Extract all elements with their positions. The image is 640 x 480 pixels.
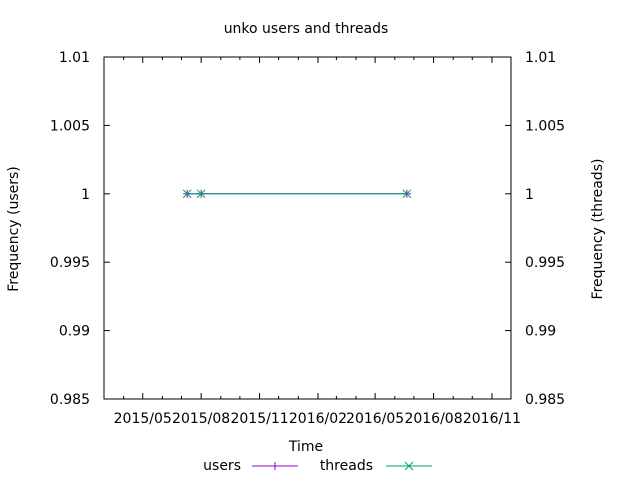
y-tick-label-left: 0.995 xyxy=(50,255,90,271)
y-tick-label-left: 0.985 xyxy=(50,392,90,408)
series-layer xyxy=(182,189,412,199)
y-axis-right: 0.985 0.99 0.995 1 1.005 1.01 xyxy=(505,50,565,408)
y-tick-label-left: 1.005 xyxy=(50,118,90,134)
y-tick-label-right: 0.995 xyxy=(525,255,565,271)
y-tick-label-left: 1 xyxy=(81,187,90,203)
y-tick-label-right: 1 xyxy=(525,187,534,203)
chart-title: unko users and threads xyxy=(224,21,389,37)
data-point-threads xyxy=(402,189,412,199)
data-point-threads xyxy=(182,189,192,199)
x-tick-label: 2016/08 xyxy=(404,411,462,427)
y-axis-title-right: Frequency (threads) xyxy=(590,159,606,300)
y-axis-title-left: Frequency (users) xyxy=(6,166,22,292)
legend-marker-symbol xyxy=(404,461,414,471)
legend-label-users: users xyxy=(203,458,241,474)
x-tick-label: 2015/11 xyxy=(230,411,288,427)
y-tick-label-left: 1.01 xyxy=(59,50,90,66)
x-tick-label: 2016/11 xyxy=(463,411,521,427)
y-tick-label-right: 0.985 xyxy=(525,392,565,408)
plot-frame xyxy=(103,56,512,400)
x-tick-label: 2015/05 xyxy=(114,411,172,427)
x-tick-label: 2016/02 xyxy=(289,411,347,427)
x-tick-label: 2016/05 xyxy=(346,411,404,427)
y-tick-label-right: 0.99 xyxy=(525,324,556,340)
y-axis-left: 0.985 0.99 0.995 1 1.005 1.01 xyxy=(50,50,110,408)
y-tick-label-right: 1.005 xyxy=(525,118,565,134)
data-point-threads xyxy=(196,189,206,199)
x-tick-label: 2015/08 xyxy=(172,411,230,427)
x-axis-title: Time xyxy=(288,439,323,455)
legend-marker-users xyxy=(271,462,279,470)
legend: users threads xyxy=(203,458,432,474)
y-tick-label-left: 0.99 xyxy=(59,324,90,340)
legend-label-threads: threads xyxy=(320,458,373,474)
legend-marker-threads xyxy=(404,461,414,471)
y-tick-label-right: 1.01 xyxy=(525,50,556,66)
legend-marker-symbol xyxy=(271,462,279,470)
